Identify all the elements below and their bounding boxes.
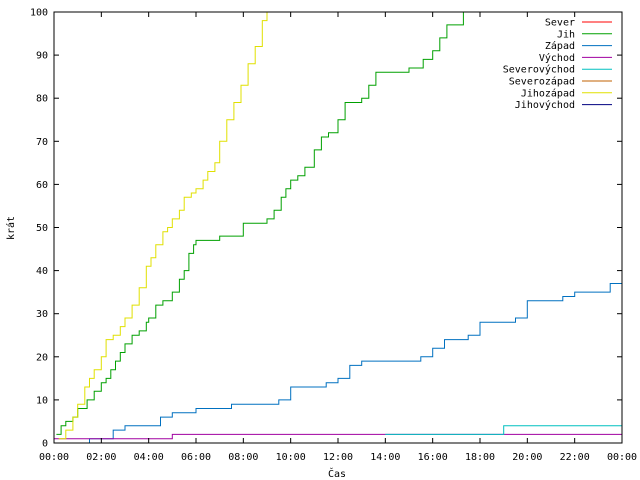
- legend-label: Severozápad: [509, 76, 575, 88]
- x-tick-label: 06:00: [181, 452, 211, 463]
- series-line-1: [56, 12, 471, 435]
- y-tick-label: 0: [42, 439, 48, 450]
- x-tick-label: 10:00: [276, 452, 306, 463]
- y-tick-label: 100: [30, 8, 48, 19]
- x-tick-label: 00:00: [39, 452, 69, 463]
- y-tick-label: 80: [36, 94, 48, 105]
- x-tick-label: 12:00: [323, 452, 353, 463]
- y-tick-label: 60: [36, 180, 48, 191]
- legend-label: Jihozápad: [521, 87, 575, 99]
- y-tick-label: 70: [36, 137, 48, 148]
- series-line-3: [54, 433, 622, 440]
- x-tick-label: 14:00: [370, 452, 400, 463]
- legend-label: Sever: [545, 18, 575, 29]
- y-tick-label: 10: [36, 395, 48, 406]
- legend-label: Západ: [545, 40, 575, 52]
- legend: SeverJihZápadVýchodSeverovýchodSeverozáp…: [503, 18, 612, 111]
- x-tick-label: 00:00: [607, 452, 637, 463]
- y-tick-label: 20: [36, 352, 48, 363]
- x-tick-label: 22:00: [560, 452, 590, 463]
- y-tick-label: 40: [36, 266, 48, 277]
- y-axis-label: krát: [5, 216, 17, 240]
- legend-label: Severovýchod: [503, 64, 575, 76]
- plot-area: [54, 12, 622, 443]
- axes: 0 10 20 30 40 50 60 70 80 90 100 00:00 02:00 04:00 06:…: [30, 8, 637, 464]
- x-tick-label: 18:00: [465, 452, 495, 463]
- x-tick-label: 04:00: [134, 452, 164, 463]
- y-tick-label: 30: [36, 309, 48, 320]
- legend-label: Východ: [539, 52, 575, 64]
- y-tick-label: 50: [36, 223, 48, 234]
- x-tick-label: 02:00: [86, 452, 116, 463]
- x-tick-label: 08:00: [228, 452, 258, 463]
- series-line-4: [385, 425, 622, 435]
- legend-label: Jih: [557, 29, 575, 40]
- legend-label: Jihovýchod: [515, 99, 575, 111]
- y-tick-label: 90: [36, 51, 48, 62]
- x-tick-label: 16:00: [418, 452, 448, 463]
- series-line-6: [58, 12, 268, 440]
- x-axis-label: Čas: [328, 467, 346, 480]
- series-line-2: [54, 283, 622, 443]
- x-tick-label: 20:00: [512, 452, 542, 463]
